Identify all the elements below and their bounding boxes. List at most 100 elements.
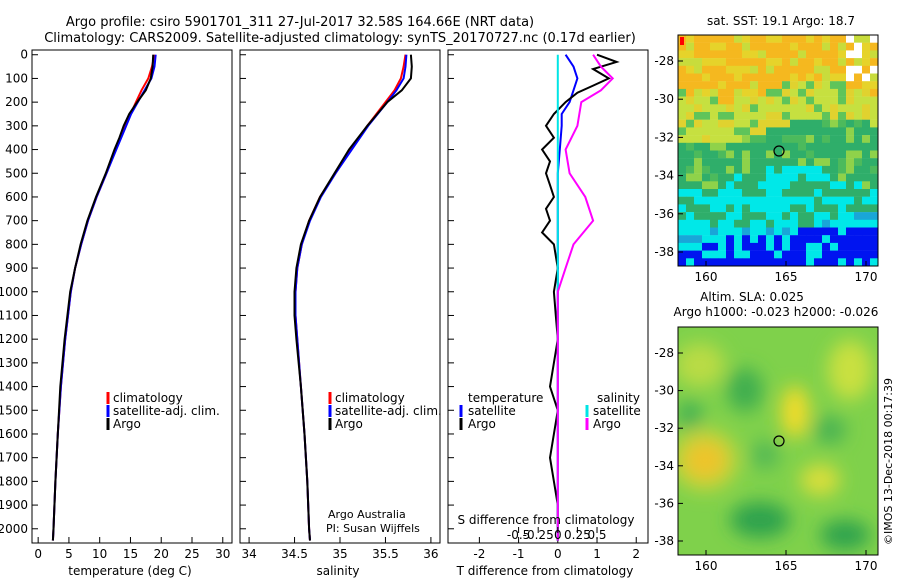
sst-pixel (846, 158, 855, 167)
sst-pixel (870, 165, 879, 174)
legend-climatology-label: climatology (113, 391, 183, 405)
sst-pixel (718, 242, 727, 251)
sst-pixel (814, 127, 823, 136)
sst-pixel (798, 219, 807, 228)
sst-pixel (710, 212, 719, 220)
sst-pixel (830, 112, 839, 120)
sst-pixel (758, 135, 767, 143)
sst-map-image (678, 35, 879, 267)
difference-series (540, 53, 620, 541)
sst-pixel (870, 219, 879, 228)
sst-argo-location-marker (773, 145, 785, 157)
sst-pixel (678, 50, 687, 59)
sst-pixel (830, 227, 839, 236)
sst-pixel (830, 150, 839, 159)
salinity-note-institution: Argo Australia (328, 508, 406, 521)
sst-pixel (862, 142, 871, 151)
sst-pixel (718, 219, 727, 228)
sst-pixel (846, 119, 855, 128)
difference-plot-frame (447, 49, 649, 544)
sst-pixel (806, 258, 815, 267)
sst-pixel (726, 50, 735, 59)
figure-title-line2: Climatology: CARS2009. Satellite-adjuste… (44, 31, 636, 46)
sst-pixel (830, 119, 839, 128)
sst-pixel (830, 50, 839, 59)
sst-pixel (710, 142, 719, 151)
sst-pixel (830, 135, 839, 143)
sst-pixel (806, 65, 815, 74)
sst-pixel (686, 142, 695, 151)
sst-pixel (870, 173, 879, 182)
sst-pixel (734, 227, 743, 236)
sla-blob (828, 340, 872, 400)
sst-pixel (734, 88, 743, 97)
sst-pixel (830, 142, 839, 151)
sst-pixel (854, 258, 863, 267)
sst-pixel (766, 250, 775, 259)
sst-pixel (742, 165, 751, 174)
sst-pixel (838, 212, 847, 220)
sst-pixel (830, 196, 839, 205)
sst-pixel (678, 127, 687, 136)
sst-pixel (726, 250, 735, 259)
sst-pixel (758, 196, 767, 205)
sst-pixel (742, 127, 751, 136)
sst-pixel (814, 119, 823, 128)
sst-pixel (710, 42, 719, 51)
sst-pixel (846, 58, 855, 66)
sst-pixel (846, 65, 855, 74)
depth-tick-label: 900 (5, 261, 28, 275)
sst-pixel (710, 235, 719, 244)
sst-pixel (814, 81, 823, 90)
sst-pixel (814, 96, 823, 105)
depth-tick-label: 1100 (0, 308, 28, 322)
depth-tick-label: 300 (5, 119, 28, 133)
sst-pixel (830, 242, 839, 251)
sst-pixel (718, 35, 727, 43)
sst-pixel (750, 235, 759, 244)
sst-pixel (798, 88, 807, 97)
sst-map-panel: sat. SST: 19.1 Argo: 18.7 160 165 170 -28 -3… (654, 14, 879, 284)
sst-pixel (694, 173, 703, 182)
sst-pixel (702, 189, 711, 197)
sst-pixel (806, 204, 815, 213)
sst-pixel (790, 81, 799, 90)
sst-pixel (694, 42, 703, 51)
sst-pixel (790, 73, 799, 82)
sst-pixel (782, 35, 791, 43)
sst-pixel (822, 181, 831, 190)
sst-pixel (766, 73, 775, 82)
sst-pixel (766, 204, 775, 213)
temperature-xlabel: temperature (deg C) (68, 564, 191, 578)
sst-pixel (718, 212, 727, 220)
sla-blob (751, 441, 779, 469)
sst-pixel (726, 119, 735, 128)
sla-map-axes: 160 165 170 -28 -30 -32 -34 -36 -38 (654, 346, 877, 573)
sst-pixel (830, 181, 839, 190)
sst-pixel (838, 42, 847, 51)
sst-pixel (822, 227, 831, 236)
sst-pixel (758, 42, 767, 51)
sst-pixel (742, 81, 751, 90)
map-y-tick-label: -28 (654, 346, 674, 360)
sst-pixel (774, 142, 783, 151)
sst-pixel (854, 158, 863, 167)
sst-pixel (838, 135, 847, 143)
sst-pixel (830, 73, 839, 82)
sst-pixel (742, 212, 751, 220)
legend-satellite-label: satellite-adj. clim. (113, 404, 220, 418)
sst-pixel (686, 242, 695, 251)
sst-pixel (726, 181, 735, 190)
sst-pixel (782, 204, 791, 213)
sst-pixel (854, 104, 863, 113)
temperature-panel: 0100200300400500600700800900100011001200… (0, 48, 233, 578)
sst-pixel (806, 142, 815, 151)
sst-pixel (782, 235, 791, 244)
sst-pixel (806, 81, 815, 90)
depth-tick-label: 1700 (0, 451, 28, 465)
sst-pixel (782, 58, 791, 66)
sst-pixel (694, 189, 703, 197)
sst-pixel (814, 142, 823, 151)
sst-pixel (790, 242, 799, 251)
sst-pixel (870, 35, 879, 43)
